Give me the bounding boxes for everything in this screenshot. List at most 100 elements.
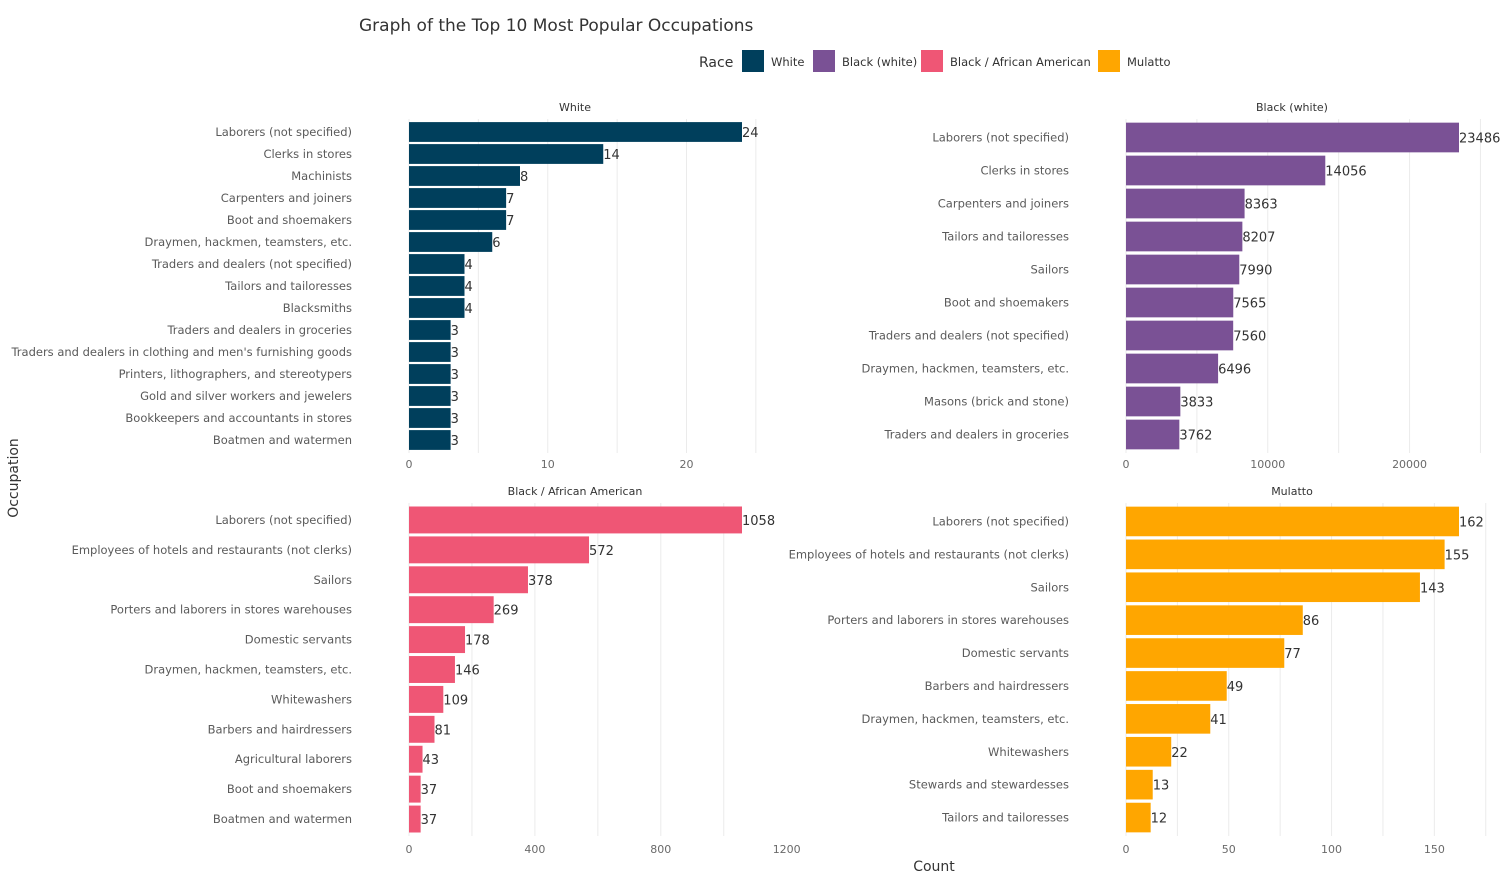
value-label: 86 <box>1303 614 1320 629</box>
x-tick-label: 10000 <box>1250 458 1285 471</box>
value-label: 8363 <box>1245 198 1278 213</box>
bar-white-9 <box>409 320 451 340</box>
category-label: Boatmen and watermen <box>213 812 352 826</box>
value-label: 178 <box>465 634 490 649</box>
legend-title: Race <box>699 55 733 71</box>
x-tick-label: 400 <box>524 843 545 856</box>
panel-white: White Laborers (not specified) 24 Clerks in… <box>10 101 758 471</box>
legend-label-mulatto: Mulatto <box>1127 55 1171 69</box>
category-label: Boot and shoemakers <box>227 782 352 796</box>
category-label: Tailors and tailoresses <box>224 279 352 293</box>
bar-black-african-american-10 <box>409 805 421 833</box>
x-tick-label: 0 <box>1123 458 1130 471</box>
panel-mulatto: Mulatto Laborers (not specified) 162 Employ… <box>789 485 1487 856</box>
bar-white-13 <box>409 408 451 428</box>
legend-key-white <box>742 50 764 72</box>
value-label: 14 <box>603 148 620 163</box>
category-label: Barbers and hairdressers <box>925 679 1069 693</box>
bar-black-white-3 <box>1126 221 1243 252</box>
bar-black-white-2 <box>1126 188 1245 219</box>
value-label: 7565 <box>1233 297 1266 312</box>
x-tick-label: 0 <box>406 458 413 471</box>
category-label: Laborers (not specified) <box>932 131 1069 145</box>
value-label: 4 <box>465 302 473 317</box>
value-label: 3 <box>451 434 459 449</box>
value-label: 49 <box>1227 680 1244 695</box>
category-label: Clerks in stores <box>263 147 352 161</box>
category-label: Sailors <box>1031 263 1070 277</box>
x-tick-label: 10 <box>541 458 555 471</box>
panel-black-white: Black (white) Laborers (not specified) 234… <box>861 101 1500 471</box>
chart-title: Graph of the Top 10 Most Popular Occupat… <box>359 16 754 36</box>
category-label: Draymen, hackmen, teamsters, etc. <box>861 362 1069 376</box>
bar-black-white-6 <box>1126 320 1234 351</box>
bar-white-3 <box>409 188 507 208</box>
y-axis-title: Occupation <box>6 438 22 518</box>
bar-black-african-american-1 <box>409 536 590 564</box>
value-label: 162 <box>1459 515 1484 530</box>
x-tick-label: 150 <box>1424 843 1445 856</box>
category-label: Stewards and stewardesses <box>909 778 1069 792</box>
panel-title-black-white: Black (white) <box>1256 101 1328 114</box>
bar-mulatto-3 <box>1126 605 1303 635</box>
value-label: 37 <box>421 813 438 828</box>
bar-white-6 <box>409 254 465 274</box>
panel-black-african-american: Black / African American Laborers (not sp… <box>72 485 801 856</box>
bar-black-african-american-2 <box>409 566 528 594</box>
value-label: 146 <box>455 664 480 679</box>
bar-mulatto-2 <box>1126 572 1420 603</box>
category-label: Laborers (not specified) <box>215 125 352 139</box>
value-label: 4 <box>465 280 473 295</box>
value-label: 22 <box>1171 746 1188 761</box>
category-label: Whitewashers <box>271 692 352 706</box>
value-label: 7990 <box>1239 264 1272 279</box>
category-label: Clerks in stores <box>980 164 1069 178</box>
bar-black-white-7 <box>1126 353 1219 384</box>
value-label: 8 <box>520 170 528 185</box>
category-label: Boot and shoemakers <box>944 296 1069 310</box>
bar-white-0 <box>409 122 742 142</box>
bar-black-white-5 <box>1126 287 1234 318</box>
category-label: Machinists <box>291 169 352 183</box>
panel-title-white: White <box>559 101 591 114</box>
category-label: Domestic servants <box>962 646 1069 660</box>
category-label: Printers, lithographers, and stereotyper… <box>119 367 352 381</box>
category-label: Draymen, hackmen, teamsters, etc. <box>144 235 352 249</box>
category-label: Whitewashers <box>988 745 1069 759</box>
bar-mulatto-4 <box>1126 638 1285 668</box>
value-label: 77 <box>1284 647 1301 662</box>
value-label: 143 <box>1420 581 1445 596</box>
category-label: Carpenters and joiners <box>221 191 352 205</box>
legend-key-mulatto <box>1098 50 1120 72</box>
category-label: Traders and dealers in clothing and men'… <box>10 345 352 359</box>
bar-white-2 <box>409 166 520 186</box>
panel-title-black-african-american: Black / African American <box>508 485 643 498</box>
category-label: Gold and silver workers and jewelers <box>140 389 352 403</box>
value-label: 4 <box>465 258 473 273</box>
category-label: Tailors and tailoresses <box>941 230 1069 244</box>
bar-white-4 <box>409 210 507 230</box>
x-tick-label: 20 <box>680 458 694 471</box>
bar-black-african-american-8 <box>409 745 423 773</box>
value-label: 3 <box>451 390 459 405</box>
value-label: 572 <box>589 544 614 559</box>
category-label: Traders and dealers (not specified) <box>868 329 1069 343</box>
legend-label-white: White <box>771 55 804 69</box>
category-label: Masons (brick and stone) <box>924 395 1069 409</box>
bar-white-7 <box>409 276 465 296</box>
value-label: 81 <box>434 723 451 738</box>
x-tick-label: 20000 <box>1392 458 1427 471</box>
x-tick-label: 800 <box>650 843 671 856</box>
legend-key-black-white <box>813 50 835 72</box>
category-label: Sailors <box>1031 580 1070 594</box>
bar-black-african-american-7 <box>409 715 435 743</box>
bar-black-white-8 <box>1126 386 1181 417</box>
bar-white-8 <box>409 298 465 318</box>
value-label: 7 <box>506 192 514 207</box>
x-tick-label: 0 <box>1123 843 1130 856</box>
value-label: 269 <box>494 604 519 619</box>
category-label: Porters and laborers in stores warehouse… <box>827 613 1069 627</box>
bar-black-white-1 <box>1126 155 1326 186</box>
x-axis-title: Count <box>913 859 955 875</box>
